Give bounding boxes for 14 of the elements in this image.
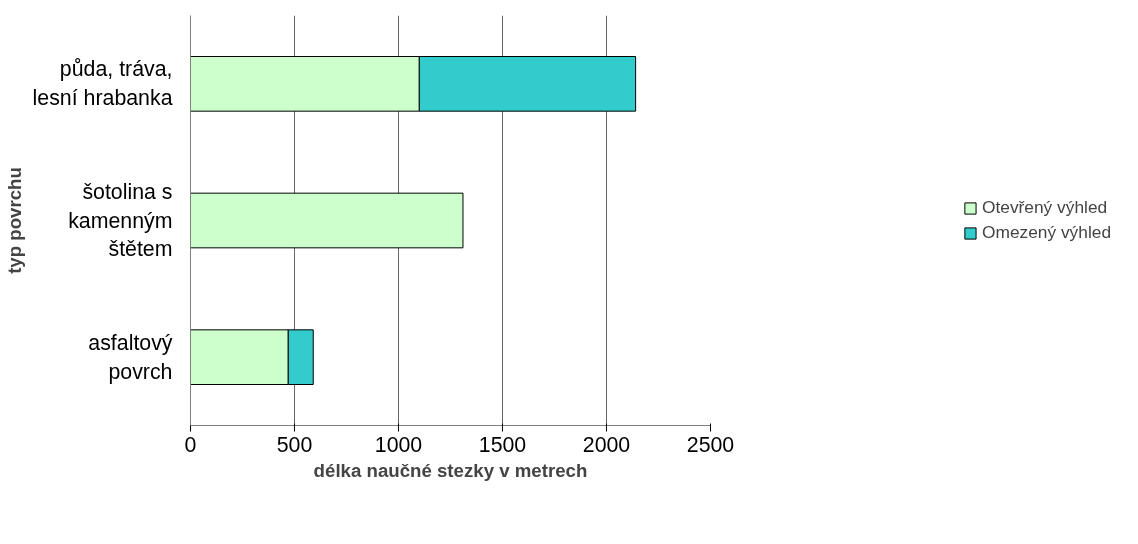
x-tick-label: 500 <box>276 432 313 457</box>
bar <box>190 192 464 249</box>
x-axis-title: délka naučné stezky v metrech <box>313 459 588 481</box>
x-tick-label: 2000 <box>582 432 631 457</box>
x-tick-label: 1500 <box>478 432 527 457</box>
x-tick-label: 0 <box>184 432 197 457</box>
y-tick-label: půda, tráva, lesní hrabanka <box>32 57 173 111</box>
y-axis-title: typ povrchu <box>3 167 25 274</box>
y-tick-label: asfaltový povrch <box>88 330 173 384</box>
legend-label: Omezený výhled <box>981 222 1112 243</box>
x-tick-label: 2500 <box>686 432 735 457</box>
legend-label: Otevřený výhled <box>981 197 1108 218</box>
y-tick-label: šotolina s kamenným štětem <box>68 179 173 262</box>
x-tick-label: 1000 <box>374 432 423 457</box>
